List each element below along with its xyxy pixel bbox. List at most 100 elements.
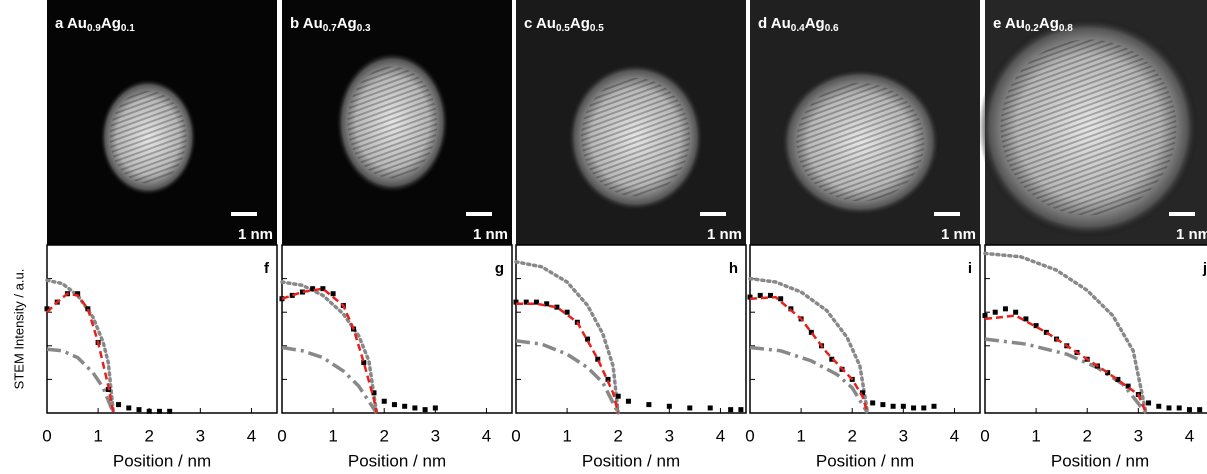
data-point [870,400,876,406]
data-point [687,405,693,411]
data-point [1013,309,1019,315]
data-point [1166,405,1172,411]
data-point [1176,405,1182,411]
data-point [116,402,122,408]
data-point [900,403,906,409]
profile-line [281,345,379,414]
scale-bar-label: 1 nm [473,226,508,243]
data-point [412,405,418,411]
image-label-part: 0.3 [357,23,371,34]
plot-frame [281,244,513,414]
plot-frame [515,244,747,414]
x-tick-label: 4 [482,426,491,445]
panel: d Au0.4Ag0.6 1 nm 0 1 2 3 4 Position / nm i [745,0,981,470]
scale-bar-label: 1 nm [238,226,273,243]
profile-line [46,292,115,414]
panel: e Au0.2Ag0.8 1 nm 0 1 2 3 4 Position / nm j [978,0,1207,470]
lattice [1000,39,1177,216]
x-tick-label: 2 [1082,426,1091,445]
image-label: b Au0.7Ag0.3 [290,15,371,34]
x-tick-label: 3 [665,426,674,445]
x-tick-label: 4 [247,426,256,445]
x-tick-label: 1 [796,426,805,445]
image-label-part: 0.8 [1059,23,1073,34]
scale-bar-label: 1 nm [1176,226,1207,243]
data-point [625,398,631,404]
x-tick-label: 3 [196,426,205,445]
lattice [109,90,187,184]
data-point [707,405,713,411]
x-tick-label: 1 [562,426,571,445]
x-tick-label: 1 [93,426,102,445]
data-point [402,403,408,409]
panel: b Au0.7Ag0.3 1 nm 0 1 2 3 4 Position / nm g [277,0,513,470]
panel-label: f [264,260,270,277]
data-point [513,299,519,305]
image-label-part: Ag [570,15,590,32]
x-tick-label: 0 [980,426,989,445]
data-point [605,376,611,382]
profile-line [514,260,620,415]
x-tick-label: 0 [745,426,754,445]
data-point [381,398,387,404]
panel-label: j [1202,260,1207,277]
x-tick-label: 4 [950,426,959,445]
plot-frame [46,244,278,414]
data-point [595,356,601,362]
data-point [371,390,377,396]
image-label: d Au0.4Ag0.6 [758,15,839,34]
data-point [778,296,784,302]
x-tick-label: 1 [1031,426,1040,445]
data-point [829,356,835,362]
lattice [796,82,925,202]
data-point [167,408,173,414]
image-label-part: Ag [101,15,121,32]
x-tick-label: 2 [144,426,153,445]
data-point [126,405,132,411]
data-point [1105,370,1111,376]
data-point [666,403,672,409]
panel-label: i [968,260,972,277]
data-point [361,360,367,366]
data-point [533,299,539,305]
profile-line [45,278,116,415]
data-point [136,407,142,413]
data-point [982,313,988,319]
lattice [347,66,438,179]
data-point [738,407,744,413]
data-point [554,304,560,310]
x-tick-label: 2 [379,426,388,445]
data-point [931,403,937,409]
image-label-part: e Au [993,15,1025,32]
profile-line [748,276,870,415]
profile-line [749,345,870,414]
scale-bar-label: 1 nm [941,226,976,243]
data-point [422,407,428,413]
data-point [1146,400,1152,406]
data-point [911,405,917,411]
data-point [299,289,305,295]
profile-line [516,302,620,414]
data-point [1156,403,1162,409]
data-point [728,407,734,413]
x-tick-label: 0 [42,426,51,445]
image-label-part: 0.9 [87,23,101,34]
data-point [1115,376,1121,382]
data-point [1043,329,1049,335]
image-label: c Au0.5Ag0.5 [524,15,604,34]
profile-line [984,314,1148,414]
x-tick-label: 1 [328,426,337,445]
data-point [808,329,814,335]
x-axis-label: Position / nm [582,451,680,470]
panel-label: h [729,260,738,277]
data-point [523,299,529,305]
data-point [320,286,326,292]
data-point [747,294,753,300]
image-label-part: 0.1 [121,23,135,34]
image-label-part: 0.4 [791,23,805,34]
y-axis-label: STEM Intensity / a.u. [11,269,26,390]
plot-frame [749,244,981,414]
image-label-part: 0.5 [590,23,604,34]
